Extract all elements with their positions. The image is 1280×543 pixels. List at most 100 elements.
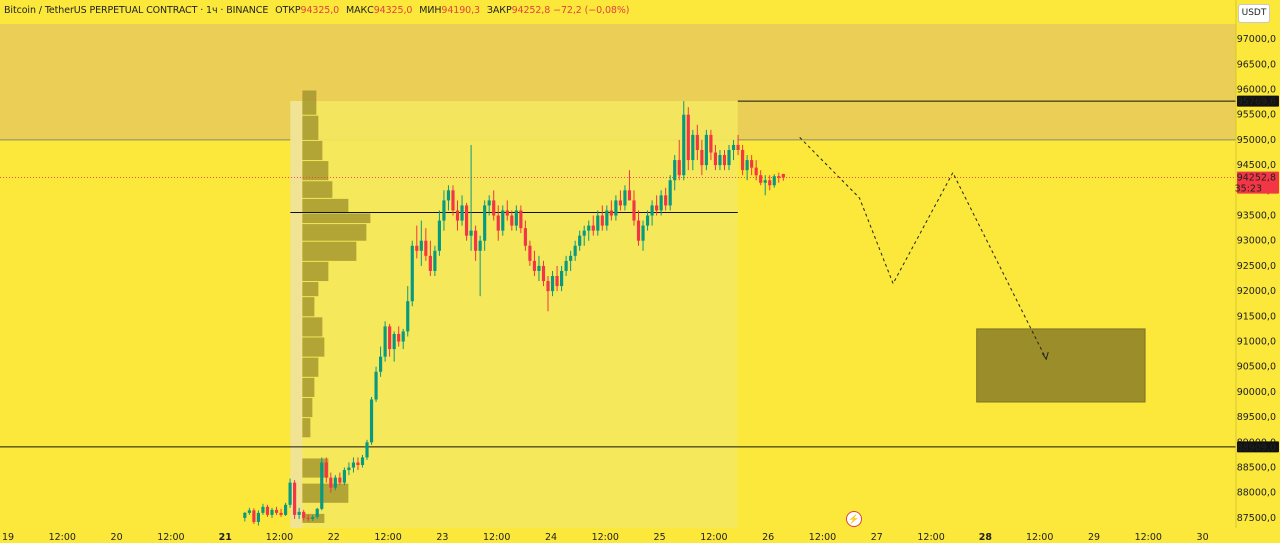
time-tick-label: 30 xyxy=(1197,532,1209,543)
price-tick-label: 88500,0 xyxy=(1237,463,1276,474)
candle-body xyxy=(754,167,758,176)
candle-body xyxy=(374,371,378,400)
currency-button[interactable]: USDT xyxy=(1238,4,1270,23)
candle-body xyxy=(505,210,509,216)
time-axis[interactable] xyxy=(0,528,1280,543)
candle-body xyxy=(741,150,745,171)
volume-profile-bar xyxy=(302,161,329,181)
close-value: 94252,8 xyxy=(511,5,551,16)
candle-body xyxy=(623,190,627,206)
price-tick-label: 96500,0 xyxy=(1237,59,1276,70)
candle-body xyxy=(279,512,283,515)
candle-body xyxy=(659,195,663,211)
price-tick-label: 90000,0 xyxy=(1237,387,1276,398)
candle-body xyxy=(673,160,677,181)
time-tick-label: 12:00 xyxy=(483,532,510,543)
candle-body xyxy=(379,356,383,372)
candle-body xyxy=(369,399,374,443)
candle-body xyxy=(306,517,310,519)
time-tick-label: 12:00 xyxy=(592,532,619,543)
candle-body xyxy=(655,205,659,211)
price-tick-label: 87500,0 xyxy=(1237,513,1276,524)
time-tick-label: 19 xyxy=(2,532,14,543)
candle-body xyxy=(519,210,523,229)
price-axis[interactable] xyxy=(1236,0,1280,543)
candle-body xyxy=(528,245,532,261)
support-price-tag xyxy=(1237,441,1279,453)
candle-body xyxy=(759,175,763,183)
time-tick-label: 12:00 xyxy=(809,532,836,543)
candle-body xyxy=(550,276,555,292)
candle-body xyxy=(288,482,292,505)
candle-body xyxy=(532,260,537,271)
candle-body xyxy=(483,205,487,241)
candle-body xyxy=(492,200,496,216)
high-value: 94325,0 xyxy=(373,5,413,16)
candle-body xyxy=(781,173,785,178)
candle-body xyxy=(297,511,301,515)
lightning-icon[interactable]: ⚡ xyxy=(846,511,862,527)
time-tick-label: 12:00 xyxy=(157,532,184,543)
candle-body xyxy=(596,215,600,231)
open-label: ОТКР xyxy=(275,5,301,16)
candle-body xyxy=(487,200,491,206)
candle-body xyxy=(392,333,396,350)
candle-body xyxy=(256,512,260,522)
projection-arrowhead xyxy=(1041,352,1049,361)
candle-body xyxy=(460,205,464,221)
candle-body xyxy=(578,235,582,246)
candle-body xyxy=(478,240,482,251)
candle-body xyxy=(722,155,727,166)
candle-body xyxy=(541,265,546,282)
volume-profile-bar xyxy=(302,181,333,198)
candle-body xyxy=(311,516,315,519)
change-value: −72,2 (−0,08%) xyxy=(553,5,630,16)
volume-profile-bar xyxy=(302,241,357,261)
candle-body xyxy=(333,477,337,488)
price-tick-label: 89500,0 xyxy=(1237,412,1276,423)
candle-body xyxy=(428,255,432,271)
volume-profile-bar xyxy=(302,397,313,418)
volume-profile-bar xyxy=(302,115,319,140)
candle-body xyxy=(677,160,681,176)
candle-body xyxy=(247,510,251,513)
candle-body xyxy=(338,477,342,483)
candle-body xyxy=(546,281,550,292)
candle-body xyxy=(274,509,279,513)
price-tick-label: 94500,0 xyxy=(1237,160,1276,171)
candle-body xyxy=(302,511,306,518)
candle-body xyxy=(745,160,749,171)
candle-body xyxy=(446,190,451,201)
candle-body xyxy=(600,215,604,226)
candle-body xyxy=(329,477,333,488)
price-tick-label: 93500,0 xyxy=(1237,211,1276,222)
candle-body xyxy=(645,215,650,226)
time-tick-label: 28 xyxy=(979,532,993,543)
high-label: МАКС xyxy=(346,5,374,16)
low-value: 94190,3 xyxy=(441,5,480,16)
candle-body xyxy=(351,462,356,468)
price-tick-label: 96000,0 xyxy=(1237,85,1276,96)
candle-body xyxy=(641,225,645,241)
candle-body xyxy=(731,144,736,150)
price-tick-label: 91500,0 xyxy=(1237,311,1276,322)
resistance-price-label: 95769,6 xyxy=(1237,97,1276,108)
candle-body xyxy=(406,301,410,332)
candle-body xyxy=(564,260,568,271)
volume-profile-bar xyxy=(302,213,371,224)
candle-body xyxy=(650,205,654,216)
price-tick-label: 90500,0 xyxy=(1237,362,1276,373)
candle-body xyxy=(433,250,437,271)
candle-body xyxy=(582,230,586,236)
resistance-price-tag xyxy=(1237,95,1279,107)
candle-body xyxy=(700,150,704,166)
candle-body xyxy=(265,506,270,515)
candle-body xyxy=(347,467,351,471)
candle-body xyxy=(605,210,609,226)
price-tick-label: 92500,0 xyxy=(1237,261,1276,272)
candle-body xyxy=(777,176,781,178)
candle-body xyxy=(591,225,595,231)
candle-body xyxy=(360,457,365,465)
open-value: 94325,0 xyxy=(300,5,340,16)
